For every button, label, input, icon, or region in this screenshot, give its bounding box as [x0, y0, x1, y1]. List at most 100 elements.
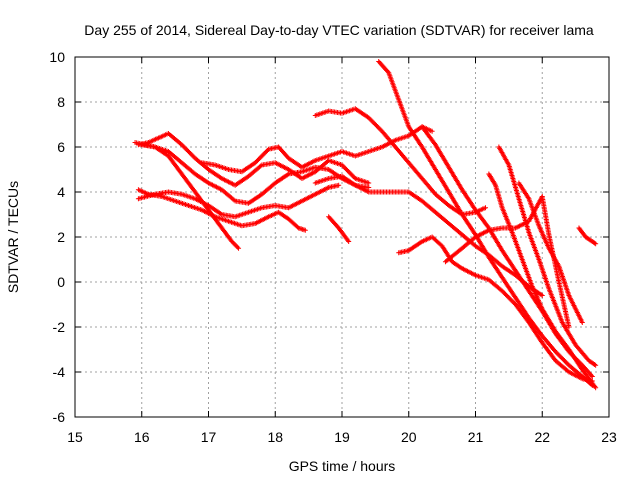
- data-point: [429, 128, 435, 134]
- data-point: [589, 374, 595, 379]
- y-tick-label: 0: [57, 274, 65, 290]
- data-point: [346, 169, 352, 175]
- data-point: [553, 349, 559, 355]
- data-point: [367, 116, 373, 122]
- data-point: [188, 151, 194, 157]
- data-point: [377, 126, 383, 132]
- y-tick-label: 4: [57, 184, 65, 200]
- data-point: [557, 353, 563, 359]
- data-point: [183, 146, 189, 152]
- data-point: [507, 296, 513, 302]
- data-point: [349, 172, 355, 178]
- y-tick-label: 8: [57, 94, 65, 110]
- data-point: [579, 320, 585, 325]
- data-point: [501, 290, 507, 296]
- y-tick-label: 2: [57, 229, 65, 245]
- data-point: [257, 155, 263, 161]
- data-series-track-3: [135, 182, 342, 220]
- data-point: [345, 168, 351, 174]
- y-tick-label: -4: [53, 364, 66, 380]
- data-point: [185, 149, 191, 154]
- data-point: [559, 356, 565, 361]
- data-point: [256, 156, 262, 162]
- data-point: [232, 242, 238, 248]
- data-point: [261, 151, 267, 157]
- x-axis-label: GPS time / hours: [289, 458, 396, 474]
- data-point: [231, 241, 237, 247]
- x-tick-label: 15: [67, 429, 83, 445]
- data-point: [253, 159, 259, 165]
- data-point: [346, 239, 352, 244]
- data-point: [368, 117, 374, 123]
- data-point: [564, 360, 570, 366]
- data-marks: [132, 59, 599, 391]
- x-tick-label: 17: [201, 429, 217, 445]
- data-point: [190, 153, 196, 159]
- chart-title: Day 255 of 2014, Sidereal Day-to-day VTE…: [84, 22, 594, 38]
- x-tick-label: 18: [267, 429, 283, 445]
- data-point: [233, 243, 239, 249]
- y-tick-label: -6: [53, 409, 66, 425]
- grid: [75, 57, 609, 417]
- data-point: [341, 164, 347, 170]
- data-point: [505, 294, 511, 300]
- data-point: [262, 150, 268, 156]
- data-point: [588, 372, 594, 378]
- data-point: [376, 125, 382, 131]
- data-point: [508, 297, 514, 303]
- data-point: [555, 351, 561, 357]
- y-tick-label: 10: [49, 49, 65, 65]
- data-point: [259, 153, 265, 159]
- data-point: [592, 240, 598, 246]
- data-series-track-17: [576, 225, 599, 247]
- data-point: [263, 149, 269, 154]
- data-point: [556, 352, 562, 358]
- data-point: [566, 324, 572, 330]
- data-point: [506, 295, 512, 301]
- data-point: [339, 162, 345, 168]
- data-point: [342, 165, 348, 171]
- data-point: [369, 118, 375, 124]
- x-tick-label: 21: [468, 429, 484, 445]
- data-point: [180, 143, 186, 149]
- x-tick-label: 19: [334, 429, 350, 445]
- data-point: [302, 227, 308, 233]
- data-point: [592, 362, 598, 367]
- data-point: [560, 357, 566, 363]
- data-point: [181, 144, 187, 150]
- data-point: [373, 123, 379, 129]
- x-tick-label: 22: [534, 429, 550, 445]
- data-series-track-13: [496, 144, 599, 368]
- y-tick-label: -2: [53, 319, 66, 335]
- data-point: [375, 124, 381, 130]
- y-axis-label: SDTVAR / TECUs: [5, 181, 21, 293]
- data-point: [500, 289, 506, 295]
- data-point: [371, 120, 377, 126]
- data-point: [351, 174, 357, 180]
- data-point: [350, 173, 356, 179]
- data-point: [593, 385, 599, 391]
- x-tick-label: 23: [601, 429, 617, 445]
- data-series-track-5: [135, 131, 372, 188]
- data-point: [366, 115, 372, 121]
- data-point: [254, 158, 260, 163]
- data-point: [558, 354, 564, 360]
- x-tick-label: 16: [134, 429, 150, 445]
- y-tick-label: 6: [57, 139, 65, 155]
- data-point: [260, 152, 266, 158]
- data-point: [182, 145, 188, 151]
- data-point: [483, 205, 489, 211]
- data-series-track-14: [486, 171, 599, 391]
- data-point: [593, 241, 599, 247]
- data-point: [503, 291, 509, 297]
- data-point: [539, 293, 545, 298]
- data-point: [504, 293, 510, 298]
- data-point: [370, 119, 376, 125]
- data-point: [347, 170, 353, 176]
- data-point: [258, 154, 264, 160]
- data-point: [366, 185, 372, 190]
- data-point: [509, 298, 515, 304]
- data-series-track-16: [326, 214, 352, 244]
- data-point: [236, 245, 242, 251]
- data-point: [554, 350, 560, 356]
